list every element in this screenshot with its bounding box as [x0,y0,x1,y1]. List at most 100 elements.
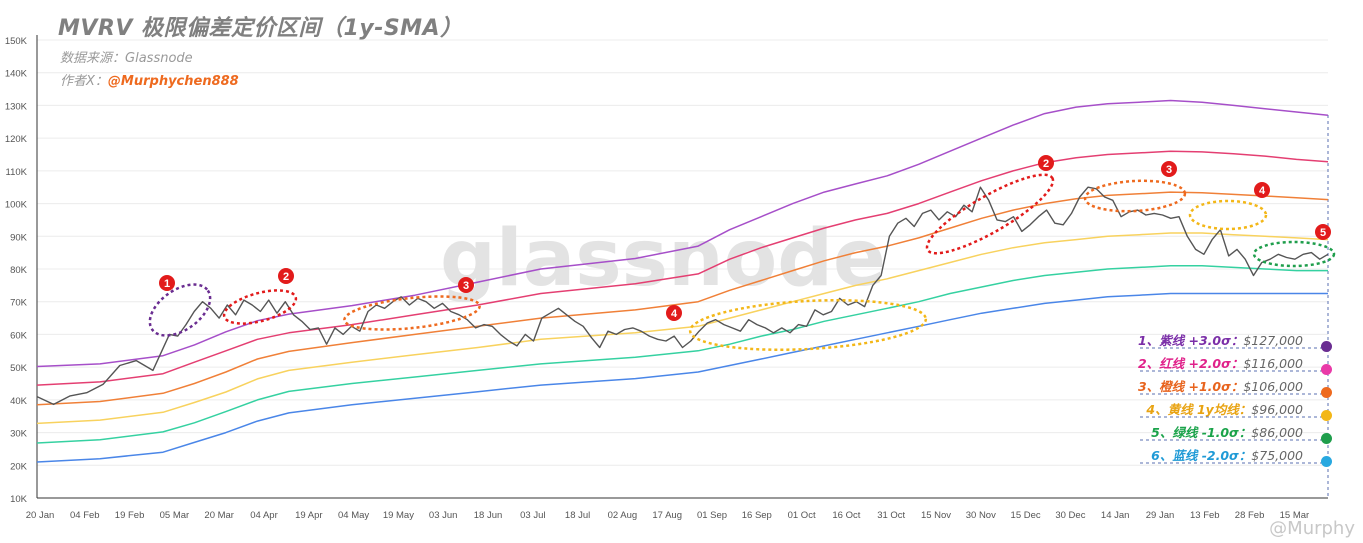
x-tick-label: 18 Jun [474,510,503,521]
author: 作者X：@Murphychen888 [60,70,239,89]
annotation-badge [458,277,474,293]
y-tick-label: 90K [10,232,28,243]
y-tick-label: 100K [5,200,28,211]
annotation-ellipse [222,289,298,325]
annotation-number: 2 [283,271,289,283]
x-tick-label: 19 Feb [115,510,145,521]
y-tick-label: 70K [10,298,28,309]
x-tick-label: 16 Oct [832,510,860,521]
x-tick-label: 01 Sep [697,510,727,521]
x-tick-label: 20 Mar [204,510,234,521]
annotation-badge [1161,161,1177,177]
legend-item: 2、红线 +2.0σ：$116,000 [1138,353,1303,372]
annotation-number: 4 [671,308,678,320]
annotation-badge [1315,224,1331,240]
legend-dot [1321,410,1332,421]
legend-price: $86,000 [1251,425,1303,440]
legend-label: 3、橙线 +1.0σ： [1137,379,1244,394]
legend-item: 4、黄线 1y均线：$96,000 [1146,399,1303,418]
x-tick-label: 01 Oct [788,510,816,521]
annotation-badge [278,268,294,284]
page-title: MVRV 极限偏差定价区间（1y-SMA） [58,16,463,41]
x-tick-label: 16 Sep [742,510,772,521]
legend-item: 1、紫线 +3.0σ：$127,000 [1138,330,1303,349]
y-tick-label: 60K [10,330,28,341]
annotation-ellipse [1252,240,1336,268]
annotation-ellipse [688,299,928,351]
annotation-badge [159,275,175,291]
x-tick-label: 28 Feb [1235,510,1265,521]
x-tick-label: 03 Jul [520,510,545,521]
annotation-ellipse [925,173,1055,255]
y-tick-label: 30K [10,429,28,440]
legend-label: 1、紫线 +3.0σ： [1137,333,1244,348]
band-line-5 [36,264,1328,444]
x-tick-label: 15 Mar [1280,510,1310,521]
x-tick-label: 19 May [383,510,414,521]
author-handle: @Murphychen888 [107,74,239,89]
annotation-number: 1 [164,278,170,290]
annotation-badge [1254,182,1270,198]
band-line-2 [36,150,1329,386]
x-tick-label: 20 Jan [26,510,55,521]
data-source-label: 数据来源： [60,51,126,66]
annotation-ellipse [1188,199,1268,231]
x-tick-label: 05 Mar [160,510,190,521]
annotation-number: 2 [1043,158,1049,170]
x-tick-label: 04 Apr [250,510,277,521]
legend-price: $96,000 [1251,402,1303,417]
y-tick-label: 120K [5,134,28,145]
legend-item: 5、绿线 -1.0σ：$86,000 [1151,422,1303,441]
annotation-number: 3 [463,280,469,292]
annotation-badge [666,305,682,321]
x-tick-label: 02 Aug [608,510,638,521]
annotation-ellipse [343,295,481,331]
annotation-ellipse [1083,179,1187,213]
legend-dot [1321,387,1332,398]
x-tick-label: 14 Jan [1101,510,1130,521]
y-tick-label: 130K [5,101,28,112]
annotation-number: 5 [1320,227,1326,239]
x-tick-label: 13 Feb [1190,510,1220,521]
annotation-ellipse [148,283,212,337]
legend-label: 4、黄线 1y均线： [1146,402,1252,417]
x-tick-label: 03 Jun [429,510,458,521]
watermark-glassnode: glassnode [440,214,886,304]
annotation-number: 3 [1166,164,1172,176]
legend-dot [1321,364,1332,375]
x-tick-label: 04 Feb [70,510,100,521]
x-tick-label: 15 Dec [1011,510,1041,521]
x-tick-label: 17 Aug [652,510,682,521]
y-tick-label: 80K [10,265,28,276]
legend-label: 5、绿线 -1.0σ： [1151,425,1252,440]
legend-dot [1321,433,1332,444]
legend-price: $116,000 [1243,356,1303,371]
legend-item: 6、蓝线 -2.0σ：$75,000 [1151,445,1303,464]
y-tick-label: 140K [5,69,28,80]
y-tick-label: 10K [10,494,28,505]
x-tick-label: 30 Dec [1055,510,1085,521]
x-tick-label: 18 Jul [565,510,590,521]
legend-dot [1321,341,1332,352]
y-tick-label: 50K [10,363,28,374]
y-tick-label: 110K [6,167,28,178]
band-line-3 [36,191,1329,406]
legend-price: $106,000 [1243,379,1303,394]
author-label: 作者X： [60,74,108,89]
legend-item: 3、橙线 +1.0σ：$106,000 [1138,376,1303,395]
x-tick-label: 19 Apr [295,510,322,521]
legend-price: $127,000 [1243,333,1303,348]
x-tick-label: 31 Oct [877,510,905,521]
band-line-6 [36,292,1328,463]
legend-dot [1321,456,1332,467]
x-tick-label: 30 Nov [966,510,996,521]
legend-label: 6、蓝线 -2.0σ： [1151,448,1252,463]
y-tick-label: 20K [10,461,28,472]
legend-price: $75,000 [1251,448,1303,463]
annotation-number: 4 [1259,185,1266,197]
data-source-value: Glassnode [125,51,193,66]
band-line-4 [36,232,1329,425]
y-tick-label: 150K [5,36,28,47]
legend-label: 2、红线 +2.0σ： [1137,356,1244,371]
